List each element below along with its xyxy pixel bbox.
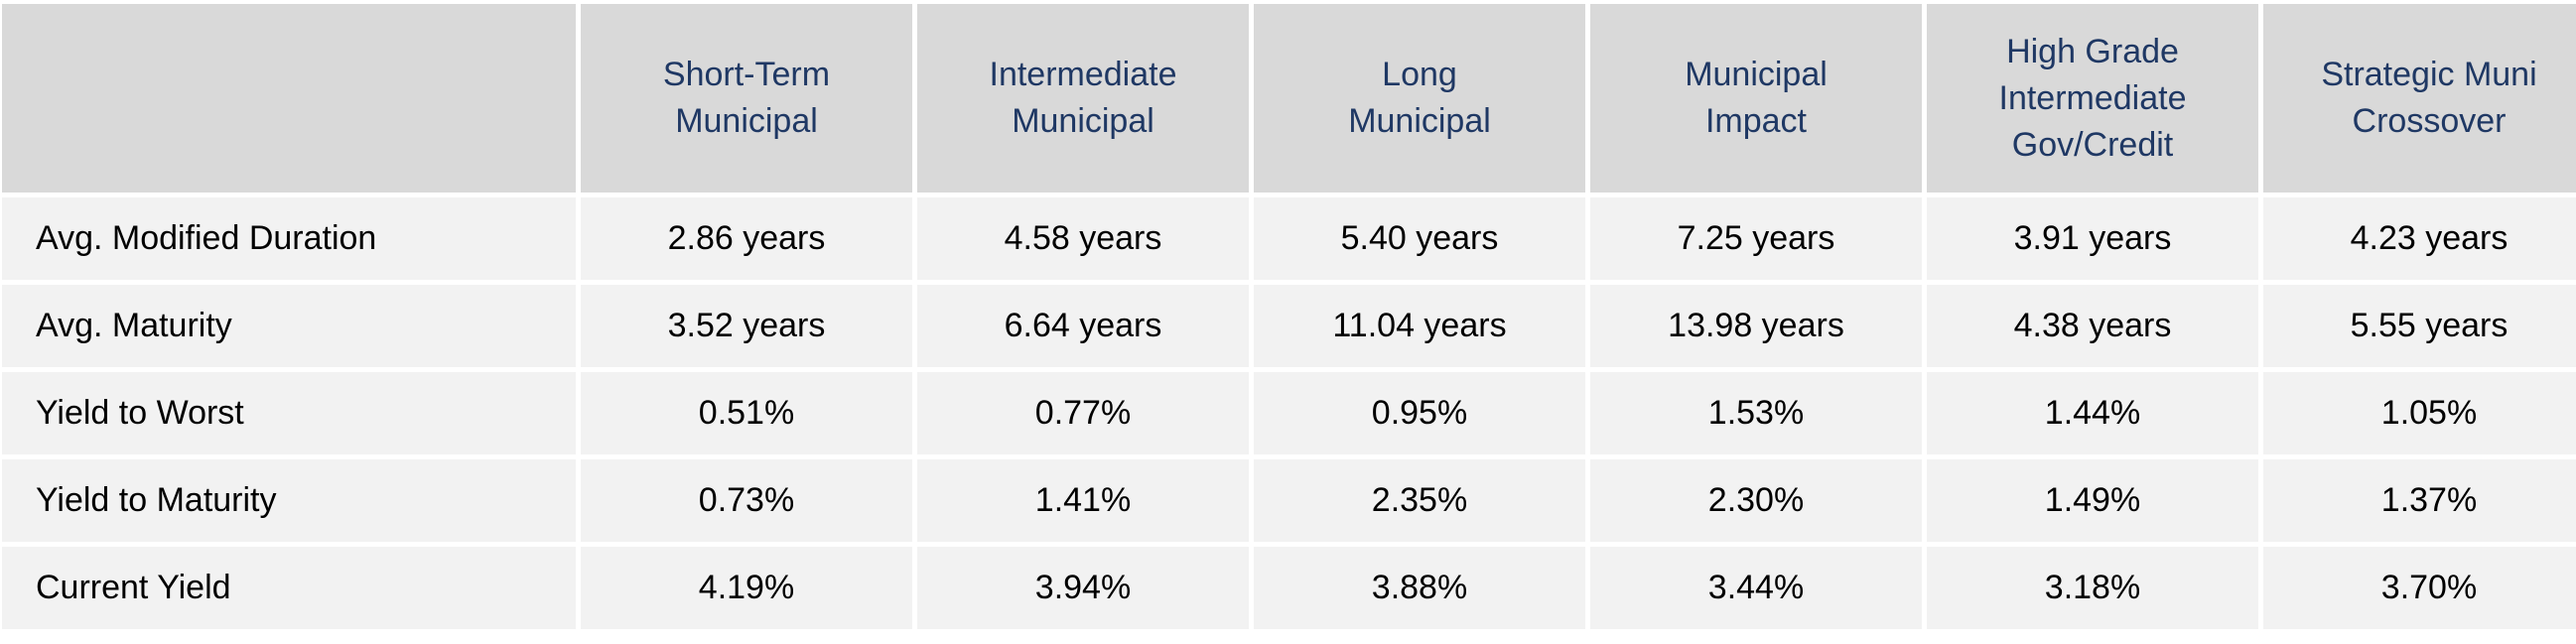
table-cell: 1.49% — [1927, 459, 2258, 542]
column-header-line: Gov/Credit — [2011, 125, 2174, 164]
table-cell: 3.18% — [1927, 547, 2258, 629]
table-cell: 3.91 years — [1927, 197, 2258, 280]
table-cell: 4.58 years — [917, 197, 1249, 280]
table-cell: 3.94% — [917, 547, 1249, 629]
table-row: Yield to Maturity 0.73% 1.41% 2.35% 2.30… — [2, 459, 2576, 542]
table-cell: 3.88% — [1254, 547, 1585, 629]
table-cell: 2.35% — [1254, 459, 1585, 542]
row-label: Yield to Worst — [2, 372, 576, 454]
table-cell: 7.25 years — [1590, 197, 1922, 280]
table-cell: 2.30% — [1590, 459, 1922, 542]
column-header-intermediate-municipal: Intermediate Municipal — [917, 4, 1249, 193]
header-row: Short-Term Municipal Intermediate Munici… — [2, 4, 2576, 193]
table-row: Current Yield 4.19% 3.94% 3.88% 3.44% 3.… — [2, 547, 2576, 629]
row-label: Yield to Maturity — [2, 459, 576, 542]
table-cell: 0.51% — [581, 372, 912, 454]
table-cell: 4.38 years — [1927, 285, 2258, 367]
table-cell: 6.64 years — [917, 285, 1249, 367]
table-cell: 11.04 years — [1254, 285, 1585, 367]
table-row: Yield to Worst 0.51% 0.77% 0.95% 1.53% 1… — [2, 372, 2576, 454]
column-header-line: Crossover — [2352, 102, 2507, 140]
column-header-line: Municipal — [1348, 102, 1491, 140]
column-header-long-municipal: Long Municipal — [1254, 4, 1585, 193]
table-cell: 0.77% — [917, 372, 1249, 454]
column-header-short-term-municipal: Short-Term Municipal — [581, 4, 912, 193]
column-header-line: Long — [1382, 56, 1457, 93]
row-label: Current Yield — [2, 547, 576, 629]
table-cell: 4.19% — [581, 547, 912, 629]
column-header-line: Intermediate — [1998, 78, 2187, 117]
column-header-line: Municipal — [1685, 56, 1828, 93]
column-header-line: Short-Term — [662, 56, 831, 93]
column-header-line: Impact — [1704, 102, 1808, 140]
row-label: Avg. Maturity — [2, 285, 576, 367]
table-cell: 3.44% — [1590, 547, 1922, 629]
table-cell: 0.95% — [1254, 372, 1585, 454]
column-header-strategic-muni-crossover: Strategic Muni Crossover — [2263, 4, 2576, 193]
table-cell: 5.40 years — [1254, 197, 1585, 280]
table-cell: 3.70% — [2263, 547, 2576, 629]
column-header-line: Municipal — [1012, 102, 1154, 140]
column-header-line: Strategic Muni — [2321, 56, 2537, 93]
table-cell: 4.23 years — [2263, 197, 2576, 280]
row-label: Avg. Modified Duration — [2, 197, 576, 280]
table-cell: 3.52 years — [581, 285, 912, 367]
table-cell: 1.37% — [2263, 459, 2576, 542]
column-header-line: High Grade — [2006, 32, 2179, 70]
table-cell: 5.55 years — [2263, 285, 2576, 367]
table-cell: 13.98 years — [1590, 285, 1922, 367]
column-header-line: Intermediate — [989, 56, 1177, 93]
table-cell: 0.73% — [581, 459, 912, 542]
table-cell: 1.41% — [917, 459, 1249, 542]
header-corner-cell — [2, 4, 576, 193]
table-row: Avg. Modified Duration 2.86 years 4.58 y… — [2, 197, 2576, 280]
column-header-high-grade-intermediate-gov-credit: High Grade Intermediate Gov/Credit — [1927, 4, 2258, 193]
table-row: Avg. Maturity 3.52 years 6.64 years 11.0… — [2, 285, 2576, 367]
table-cell: 2.86 years — [581, 197, 912, 280]
table-cell: 1.05% — [2263, 372, 2576, 454]
table-cell: 1.44% — [1927, 372, 2258, 454]
column-header-municipal-impact: Municipal Impact — [1590, 4, 1922, 193]
table-cell: 1.53% — [1590, 372, 1922, 454]
column-header-line: Municipal — [675, 102, 818, 140]
